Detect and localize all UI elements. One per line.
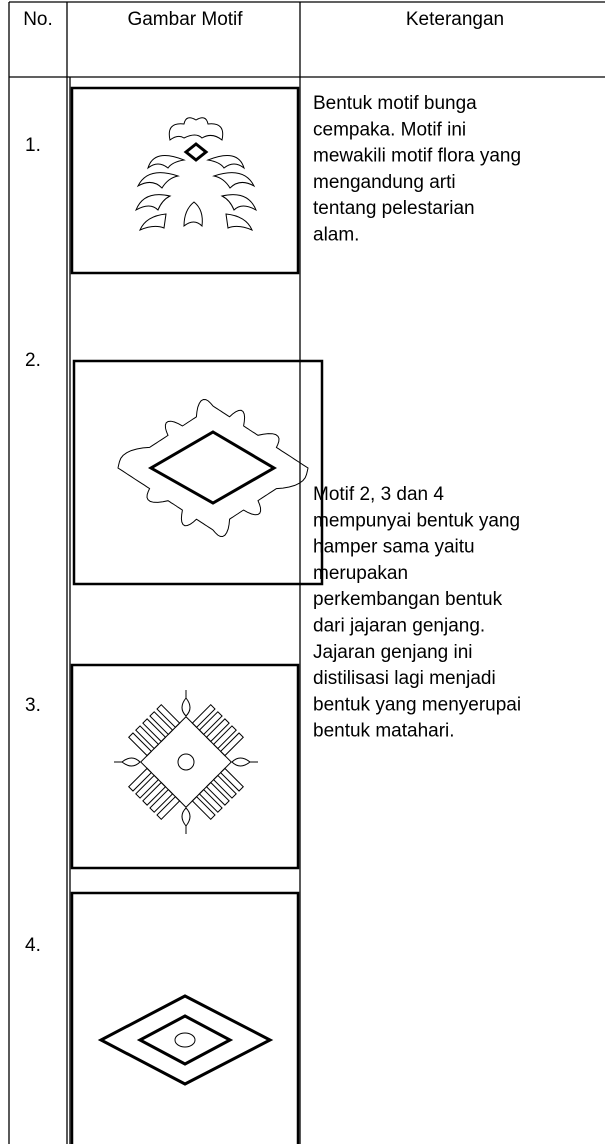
motif-bud — [231, 757, 258, 767]
header-cell: Gambar Motif — [127, 9, 243, 30]
motif-cempaka — [135, 117, 257, 231]
description-line: mengandung arti — [313, 172, 456, 193]
comb-tooth — [212, 774, 237, 799]
comb-tooth — [205, 718, 230, 743]
comb-tooth — [128, 732, 153, 757]
comb-tooth — [156, 704, 181, 729]
comb-tooth — [212, 725, 237, 750]
header-cell: Keterangan — [406, 9, 504, 30]
motif-arm — [128, 767, 181, 820]
comb-tooth — [191, 795, 216, 820]
description-line: alam. — [313, 225, 359, 246]
description-line: Bentuk motif bunga — [313, 93, 477, 114]
motif-frame — [70, 891, 300, 1144]
description-line: mewakili motif flora yang — [313, 146, 521, 167]
comb-tooth — [191, 704, 216, 729]
comb-tooth — [198, 788, 223, 813]
motif-frame — [70, 86, 300, 275]
header-cell: No. — [23, 9, 53, 30]
motif-frame — [70, 663, 300, 870]
comb-tooth — [219, 732, 244, 757]
motif-comb-sun — [113, 690, 258, 834]
description-line: merupakan — [313, 563, 408, 584]
comb-tooth — [128, 767, 153, 792]
description-line: dari jajaran genjang. — [313, 616, 485, 637]
motif-nested-diamond — [97, 994, 274, 1086]
description-line: distilisasi lagi menjadi — [313, 668, 496, 689]
row-number: 1. — [25, 135, 41, 156]
motif-arm — [191, 767, 244, 820]
row-number: 3. — [25, 695, 41, 716]
motif-outline — [117, 398, 309, 538]
description-line: tentang pelestarian — [313, 198, 475, 219]
motif-frame — [72, 359, 324, 586]
row-number: 2. — [25, 350, 41, 371]
motif-arm — [128, 704, 181, 757]
description-line: cempaka. Motif ini — [313, 119, 466, 140]
motif-bud — [181, 807, 191, 834]
description-line: perkembangan bentuk — [313, 589, 503, 610]
description-line: bentuk matahari. — [313, 721, 455, 742]
bud — [181, 690, 191, 717]
comb-tooth — [219, 767, 244, 792]
comb-tooth — [156, 795, 181, 820]
comb-tooth — [135, 725, 160, 750]
bud — [113, 757, 141, 767]
motif-diamond-sun — [117, 398, 309, 538]
comb-tooth — [142, 781, 167, 806]
motif-arm — [191, 704, 244, 757]
comb-tooth — [149, 788, 174, 813]
motif-bud — [181, 690, 191, 717]
comb-tooth — [135, 774, 160, 799]
comb-tooth — [142, 718, 167, 743]
description-line: Motif 2, 3 dan 4 — [313, 484, 444, 505]
comb-tooth — [198, 711, 223, 736]
bud — [231, 757, 258, 767]
description-line: Jajaran genjang ini — [313, 642, 473, 663]
motif-bud — [113, 757, 141, 767]
description-line: bentuk yang menyerupai — [313, 694, 521, 715]
comb-tooth — [205, 781, 230, 806]
description-line: hamper sama yaitu — [313, 537, 475, 558]
row-number: 4. — [25, 935, 41, 956]
bud — [181, 807, 191, 834]
comb-tooth — [149, 711, 174, 736]
description-line: mempunyai bentuk yang — [313, 510, 520, 531]
